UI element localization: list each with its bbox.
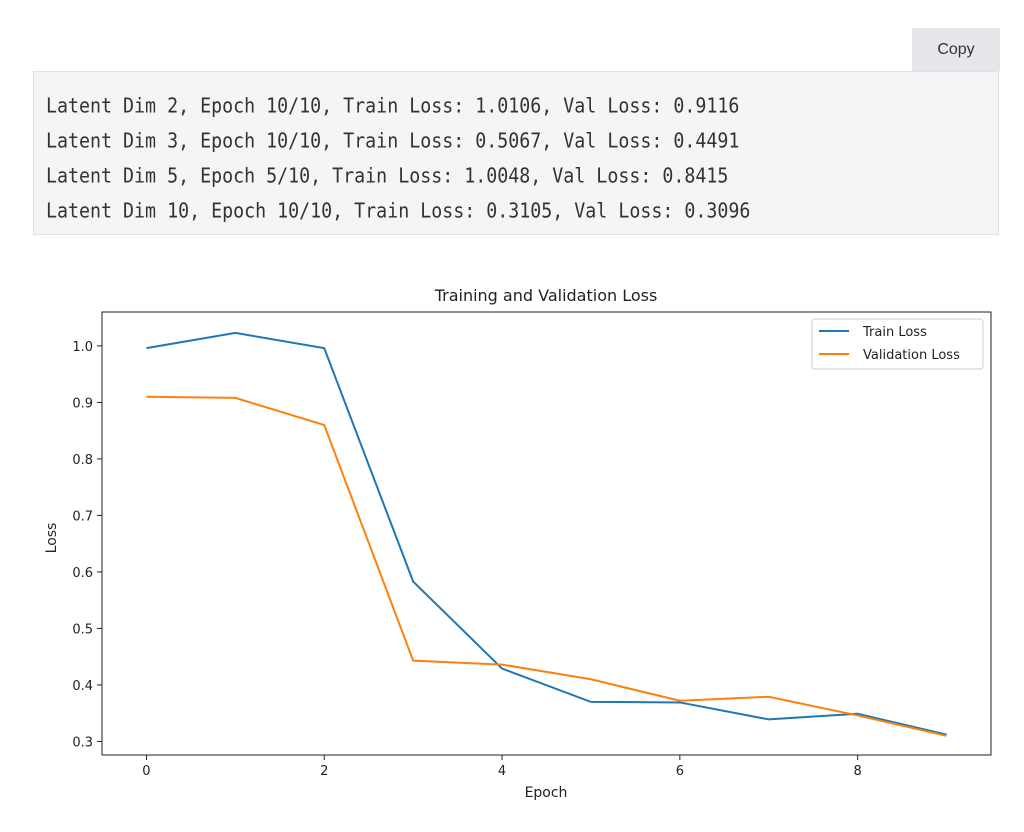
legend-label: Train Loss	[862, 325, 927, 340]
copy-button[interactable]: Copy	[912, 28, 1000, 71]
y-tick-label: 0.9	[72, 396, 93, 411]
y-tick-label: 0.4	[72, 679, 93, 694]
output-line: Latent Dim 10, Epoch 10/10, Train Loss: …	[46, 199, 751, 224]
y-tick-label: 1.0	[72, 340, 93, 355]
x-tick-label: 6	[676, 764, 684, 779]
legend-label: Validation Loss	[863, 348, 960, 363]
x-axis-label: Epoch	[525, 785, 568, 801]
series-line-train	[146, 331, 947, 736]
x-tick-label: 8	[854, 764, 862, 779]
x-tick-label: 0	[142, 764, 150, 779]
y-tick-label: 0.8	[72, 453, 93, 468]
x-tick-label: 2	[320, 764, 328, 779]
y-tick-label: 0.7	[72, 509, 93, 524]
series-line-validation	[146, 395, 947, 737]
y-tick-label: 0.3	[72, 735, 93, 750]
legend-box	[811, 318, 984, 370]
plot-frame	[101, 311, 992, 756]
output-line: Latent Dim 2, Epoch 10/10, Train Loss: 1…	[46, 94, 740, 119]
chart-title: Training and Validation Loss	[434, 286, 658, 305]
output-block: Latent Dim 2, Epoch 10/10, Train Loss: 1…	[33, 71, 999, 235]
output-line: Latent Dim 3, Epoch 10/10, Train Loss: 0…	[46, 129, 740, 154]
output-line: Latent Dim 5, Epoch 5/10, Train Loss: 1.…	[46, 164, 729, 189]
y-tick-label: 0.6	[72, 566, 93, 581]
x-tick-label: 4	[498, 764, 506, 779]
y-axis-label: Loss	[44, 523, 60, 554]
y-tick-label: 0.5	[72, 622, 93, 637]
